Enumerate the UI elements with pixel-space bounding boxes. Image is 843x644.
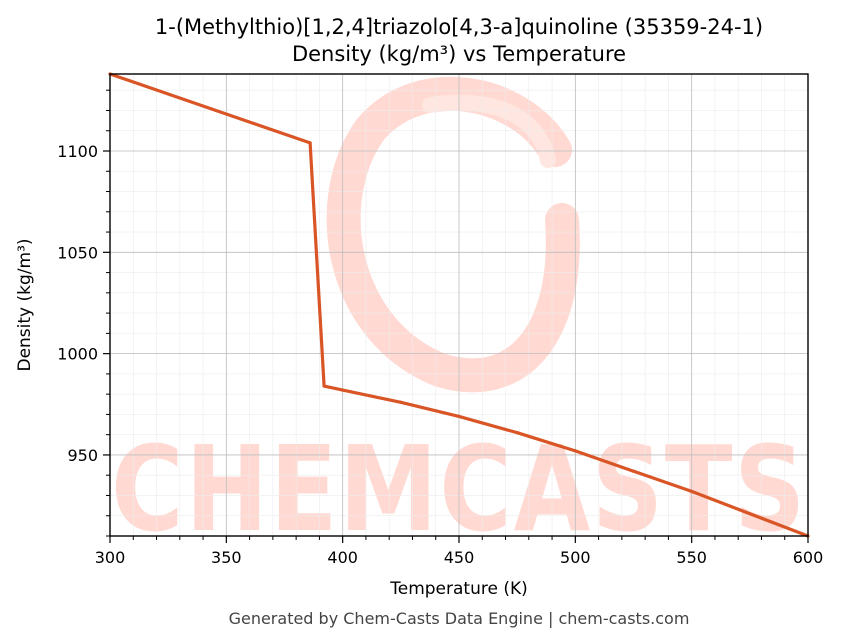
density-data-point [308,141,312,145]
density-data-point [631,469,636,473]
density-series-line [109,72,809,538]
x-tick-label: 500 [560,548,591,567]
x-tick-label: 350 [211,548,242,567]
density-data-point [748,512,752,516]
density-data-point [690,489,694,494]
footer-credit: Generated by Chem-Casts Data Engine | ch… [229,609,690,628]
x-tick-label: 300 [95,548,126,567]
x-axis-label: Temperature (K) [389,579,528,599]
y-axis-label: Density (kg/m³) [15,238,35,371]
density-data-point [515,431,519,435]
x-tick-label: 400 [327,548,358,567]
chart-subtitle: Density (kg/m³) vs Temperature [292,42,626,66]
y-tick-label: 1100 [57,142,98,161]
plot-data [108,72,810,538]
chart-title: 1-(Methylthio)[1,2,4]triazolo[4,3-a]quin… [155,15,763,39]
density-data-point [322,384,326,388]
y-tick-label: 1050 [57,243,98,262]
density-data-point [399,400,403,404]
density-data-point [341,388,345,392]
density-data-point [457,414,461,419]
plot-axes: 300 350 400 450 500 550 600 950 1000 1050 1100 [57,89,824,567]
x-tick-label: 450 [444,548,475,567]
x-tick-label: 550 [676,548,707,567]
density-data-point [573,449,577,453]
y-tick-label: 950 [67,446,98,465]
y-tick-label: 1000 [57,345,98,364]
x-tick-label: 600 [793,548,824,567]
